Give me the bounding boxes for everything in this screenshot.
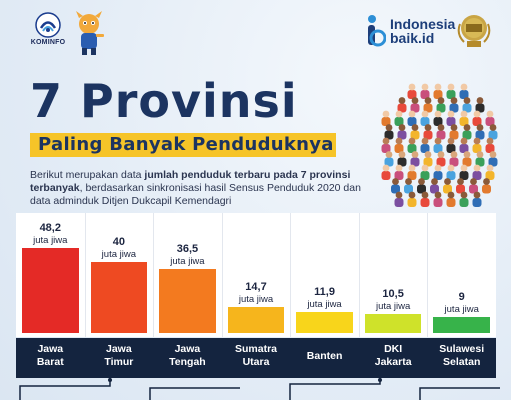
bar-5 [364,314,422,333]
ib-mark-icon [368,15,386,47]
footer-decoration [19,378,500,400]
brand-line2: baik.id [390,30,435,46]
description: Berikut merupakan data jumlah penduduk t… [30,169,370,208]
kominfo-label: KOMINFO [30,39,66,46]
category-label-band [16,338,496,378]
description-part1: Berikut merupakan data [30,169,145,181]
bar-0 [22,248,79,333]
bar-2 [159,268,216,333]
indonesia-baik-logo: Indonesia baik.id [366,14,455,48]
column-separator [84,213,86,337]
category-label: Jawa Barat [36,343,64,368]
value-unit-label: juta jiwa [307,299,342,310]
bar-6 [433,317,490,333]
category-label: Jawa Timur [104,343,134,368]
value-unit-label: juta jiwa [101,249,136,261]
category-label: Jawa Tengah [169,343,206,368]
column-separator [358,213,360,337]
bar-3 [227,307,285,333]
value-label: 9 [458,291,465,304]
category-label: Banten [306,350,343,362]
mascot-image [72,10,106,61]
kominfo-emblem-icon [35,12,61,38]
bar-1 [90,262,148,333]
page-title: 7 Provinsi [30,74,298,128]
column-separator [221,213,223,337]
subtitle-highlight [30,133,336,157]
column-separator [290,213,292,337]
award-badge-icon [456,10,492,55]
category-label: Sumatra Utara [234,343,277,368]
value-label: 11,9 [314,286,335,298]
category-label: DKI Jakarta [374,343,412,368]
description-bold: jumlah penduduk terbaru pada 7 provinsi … [30,169,351,194]
column-separator [153,213,155,337]
value-unit-label: juta jiwa [170,255,205,267]
kominfo-logo: KOMINFO [26,12,70,46]
value-unit-label: juta jiwa [375,301,411,313]
value-unit-label: juta jiwa [238,294,274,306]
value-label: 14,7 [245,281,267,294]
brand-line1: Indonesia [390,16,456,32]
bar-4 [296,312,353,333]
value-unit-label: juta jiwa [33,235,68,246]
value-label: 48,2 [39,222,61,234]
value-label: 36,5 [176,242,199,255]
value-label: 10,5 [382,288,404,301]
column-separator [427,213,429,337]
page-subtitle: Paling Banyak Penduduknya [38,134,334,155]
value-label: 40 [112,236,125,249]
description-part2: , berdasarkan sinkronisasi hasil Sensus … [30,182,361,207]
category-label: Sulawesi Selatan [439,343,485,368]
value-unit-label: juta jiwa [444,304,479,316]
crowd-illustration [381,83,498,207]
